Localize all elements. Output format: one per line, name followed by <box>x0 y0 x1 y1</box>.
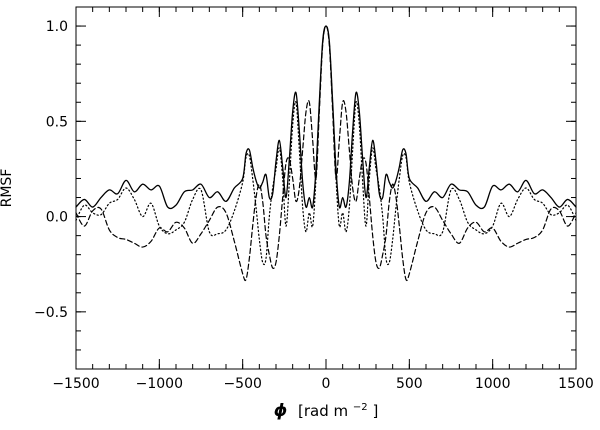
axis-ticks <box>75 6 577 370</box>
series-dotted-line <box>75 25 577 266</box>
series-dashed-line <box>75 25 577 282</box>
x-axis-unit-suffix: ] <box>372 402 378 420</box>
y-tick-label: 1.0 <box>46 19 68 35</box>
x-tick-label: 1000 <box>475 376 511 392</box>
axis-tick-labels: −1500 −1000 −500 0 500 1000 1500 −0.5 0.0 0.5 1.0 <box>34 19 594 392</box>
x-tick-label: −1000 <box>136 376 183 392</box>
y-tick-label: 0.0 <box>46 210 68 226</box>
x-tick-label: −500 <box>223 376 261 392</box>
x-tick-label: 500 <box>396 376 423 392</box>
y-axis-label: RMSF <box>0 169 15 208</box>
plot-frame <box>75 6 577 370</box>
x-axis-unit-prefix: [rad m <box>298 402 348 420</box>
x-tick-label: −1500 <box>52 376 99 392</box>
x-axis-label: ϕ [rad m −2 ] <box>274 396 379 421</box>
x-axis-symbol: ϕ <box>274 401 288 421</box>
y-tick-label: 0.5 <box>46 114 68 130</box>
y-tick-label: −0.5 <box>34 305 68 321</box>
x-tick-label: 1500 <box>558 376 594 392</box>
series-solid-line <box>75 25 577 210</box>
series-layer <box>75 25 577 282</box>
x-tick-label: 0 <box>322 376 331 392</box>
x-axis-unit-exponent: −2 <box>353 402 368 413</box>
